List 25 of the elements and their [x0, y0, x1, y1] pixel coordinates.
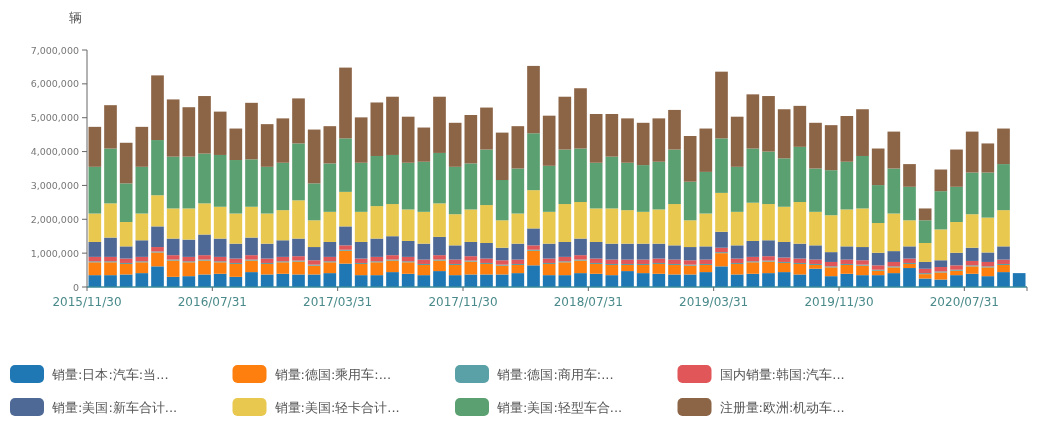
y-axis-title: 辆 [68, 10, 82, 25]
y-tick-label: 7,000,000 [30, 44, 79, 56]
y-tick-label: 2,000,000 [30, 213, 79, 225]
legend-label: 注册量:欧洲:机动车... [719, 400, 845, 415]
x-tick-label: 2018/07/31 [553, 295, 623, 309]
y-tick-label: 4,000,000 [30, 146, 79, 158]
x-tick-label: 2017/11/30 [428, 295, 498, 309]
x-tick-label: 2020/07/31 [929, 295, 999, 309]
legend-label: 销量:日本:汽车:当... [51, 367, 169, 382]
legend-label: 销量:德国:乘用车:... [273, 367, 392, 382]
x-tick-label: 2017/03/31 [303, 295, 373, 309]
x-tick-label: 2015/11/30 [52, 295, 122, 309]
y-tick-label: 0 [72, 281, 79, 293]
y-tick-label: 3,000,000 [30, 179, 79, 191]
y-tick-label: 6,000,000 [30, 78, 79, 90]
x-tick-label: 2016/07/31 [177, 295, 247, 309]
legend-label: 销量:德国:商用车:... [496, 367, 614, 382]
legend-label: 销量:美国:轻卡合计... [273, 400, 400, 415]
x-tick-label: 2019/11/30 [804, 295, 874, 309]
legend-label: 销量:美国:新车合计... [51, 400, 178, 415]
y-tick-label: 5,000,000 [30, 112, 79, 124]
legend-label: 销量:美国:轻型车合... [496, 400, 623, 415]
x-tick-label: 2019/03/31 [679, 295, 749, 309]
y-tick-label: 1,000,000 [30, 247, 79, 259]
legend-label: 国内销量:韩国:汽车... [719, 367, 845, 382]
